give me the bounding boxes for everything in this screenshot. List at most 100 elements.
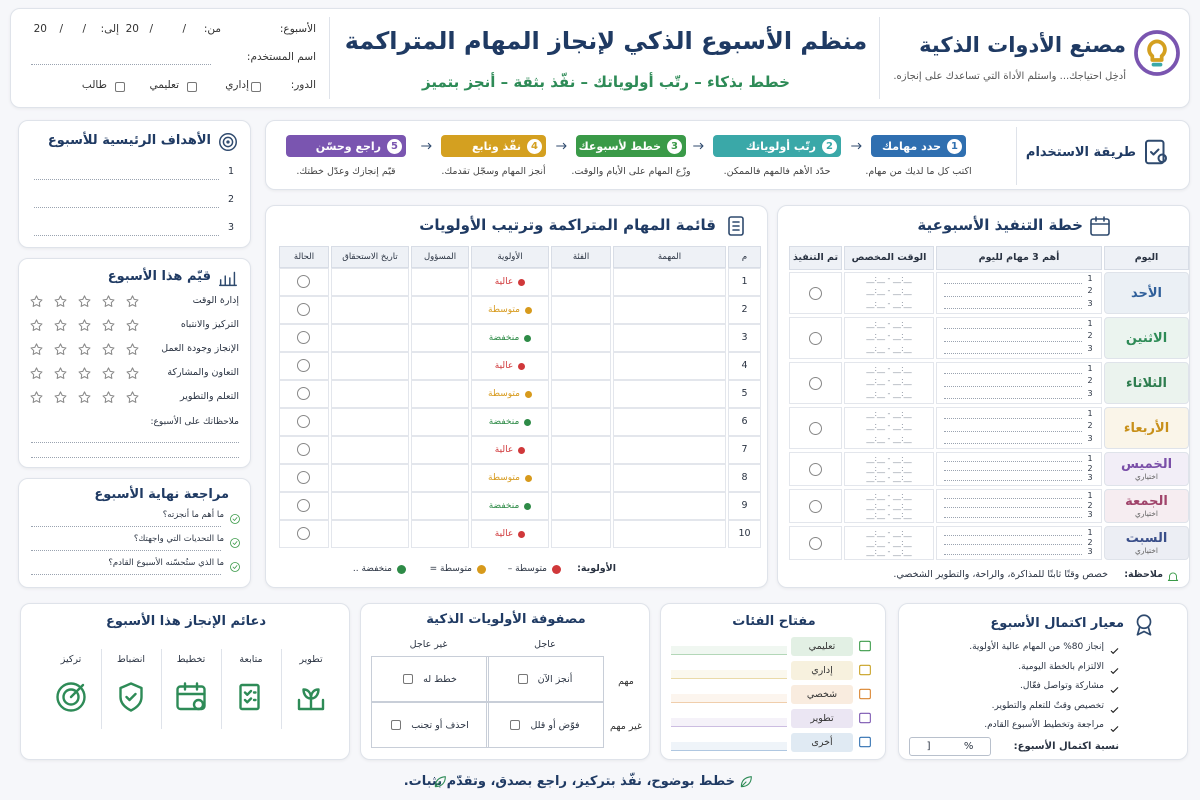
brand-name: مصنع الأدوات الذكية [919,33,1126,57]
priority-cell: منخفضة [471,492,549,520]
priority-dot [524,306,532,314]
row-cell [844,452,934,486]
divider [329,17,330,99]
row-cell [471,520,549,548]
rating-star [101,366,116,381]
priority-dot [518,446,526,454]
category-key: مفتاح الفئات تعليمي إداري شخصي تطوير أخرى [660,603,886,760]
row-cell [844,272,934,314]
step-box: 4 نفّذ وتابع [441,135,546,157]
row-cell [844,362,934,404]
priority-cell: عالية [471,352,549,380]
rating-item: التعلم والتطوير [179,391,239,402]
status-circle [297,331,310,344]
rating-star [29,342,44,357]
legend-item: متوسطة – [491,561,561,577]
not-urgent-label: غير عاجل [409,639,448,650]
row-cell [613,352,726,380]
step-number: 1 [947,138,962,154]
time-slot: __:__ - __:__ [866,409,912,418]
review-question: ما الذي ستُحسّنه الأسبوع القادم؟ [108,558,224,568]
pillar-icon [233,679,269,715]
criteria-title: معيار اكتمال الأسبوع [990,616,1124,631]
category-line [671,718,787,727]
category-icon [857,710,873,726]
checkbox [403,674,414,684]
categories-title: مفتاح الفئات [732,614,816,629]
goal-number: 2 [227,194,235,205]
row-cell [411,492,469,520]
category-label: تطوير [810,713,834,724]
check-icon [229,534,241,548]
slot-number: 3 [1087,298,1093,308]
status-circle [809,462,822,476]
slot-number: 1 [1087,364,1093,373]
subtitle: خطط بذكاء – رتّب أولوياتك – نفّذ بثقة – … [422,73,790,91]
priority-dot [524,474,532,482]
row-cell [331,408,409,436]
completion-label: نسبة اكتمال الأسبوع: [1013,741,1119,752]
time-slot: __:__ - __:__ [866,364,912,373]
row-cell [844,526,934,560]
row-cell [279,408,329,436]
category-line [671,694,787,703]
time-slot: __:__ - __:__ [866,376,912,386]
status-circle [297,303,310,316]
time-slot: __:__ - __:__ [866,473,912,483]
leaf-icon [432,774,448,790]
header-cell: الوقت المخصص [844,246,934,270]
divider [101,649,102,729]
review-question: ما أهم ما أنجزته؟ [162,510,224,520]
column-header: تاريخ الاستحقاق [342,252,398,262]
row-cell [613,520,726,548]
task-title: قائمة المهام المتراكمة وترتيب الأولويات [419,216,716,234]
time-slot: __:__ - __:__ [866,343,912,353]
urgent-label: عاجل [534,639,556,650]
rating-star [125,318,140,333]
rating-star [29,318,44,333]
checkbox [187,82,197,92]
write-line [944,443,1082,444]
write-line [944,398,1082,399]
row-cell [551,408,611,436]
row-cell [844,489,934,523]
row-number: 1 [741,276,748,287]
goal-number: 1 [227,166,235,177]
time-slot: __:__ - __:__ [866,528,912,537]
step-box: 3 خطط لأسبوعك [576,135,686,157]
write-line [944,418,1082,420]
row-cell [728,296,761,324]
goals-title: الأهداف الرئيسية للأسبوع [47,133,211,148]
rating-star [53,318,68,333]
year-prefix: 20 [33,23,47,35]
header-cell: المهمة [613,246,726,268]
row-cell [471,436,549,464]
rating-star [29,294,44,309]
criteria-item: إنجاز 80% من المهام عالية الأولوية. [969,642,1104,652]
write-line [31,550,221,551]
row-number: 2 [741,304,748,315]
column-header: اليوم [1134,252,1159,263]
slot-number: 2 [1087,463,1093,473]
row-cell [331,520,409,548]
status-circle [297,387,310,400]
time-slot: __:__ - __:__ [866,331,912,341]
criteria-item: الالتزام بالخطة اليومية. [1018,661,1104,672]
write-line [944,480,1082,481]
slot-number: 1 [1087,454,1093,463]
check-mark [1109,642,1120,654]
write-line [944,353,1082,354]
row-cell [471,268,549,296]
row-cell [936,272,1102,314]
main-title: منظم الأسبوع الذكي لإنجاز المهام المتراك… [344,27,868,55]
priority-dot [524,502,532,510]
legend-label: الأولوية: [577,563,616,574]
weekly-review: مراجعة نهاية الأسبوع ما أهم ما أنجزته؟ ما … [18,478,251,588]
time-slot: __:__ - __:__ [866,421,912,431]
rating-star [53,390,68,405]
row-cell [613,268,726,296]
row-cell [789,489,842,523]
status-circle [809,536,822,550]
write-line [944,283,1082,285]
